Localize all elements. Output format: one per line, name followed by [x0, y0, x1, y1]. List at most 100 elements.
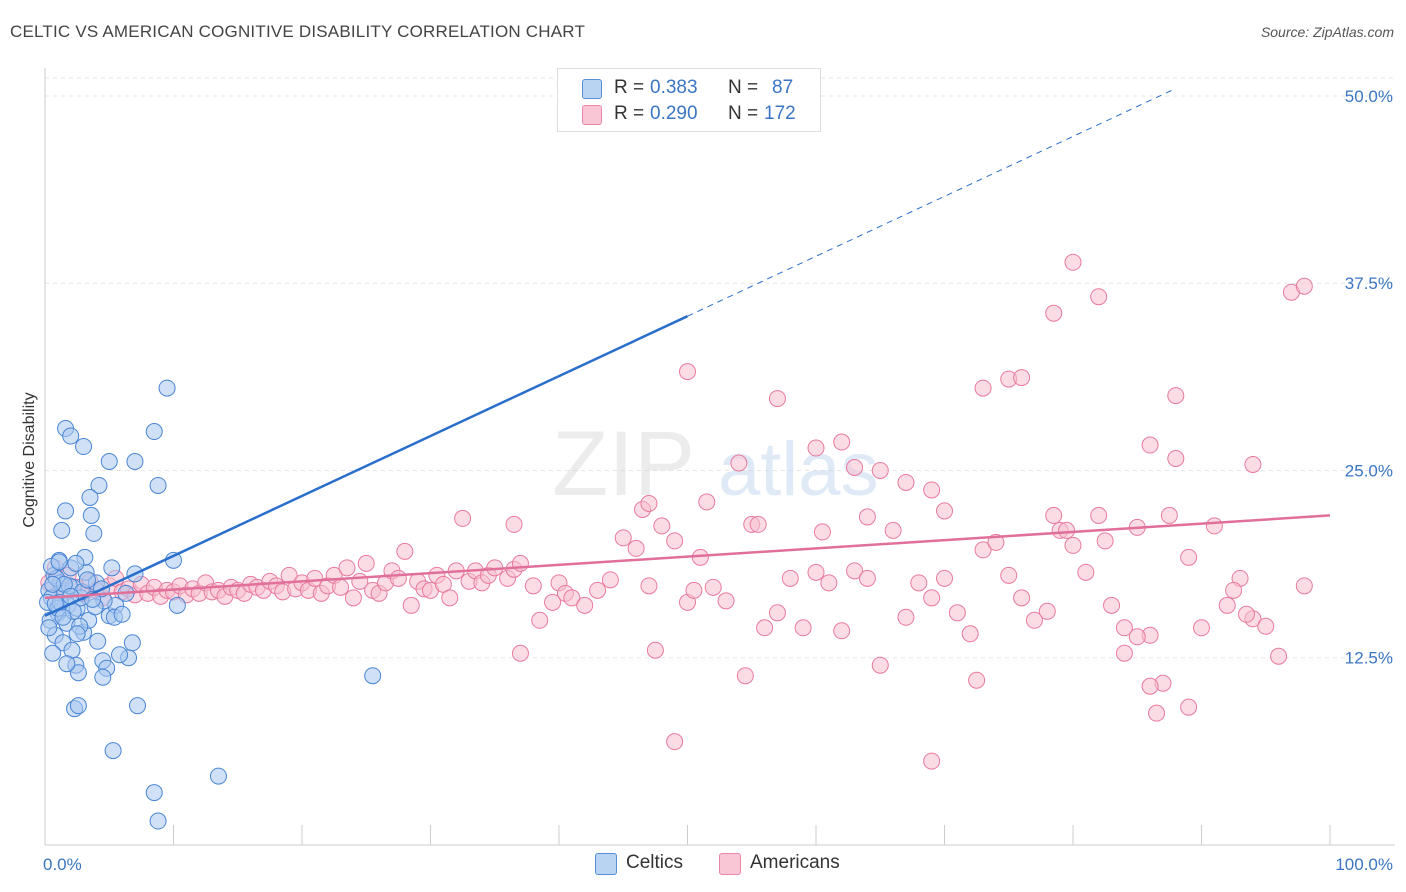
x-tick-label-max: 100.0%: [1335, 855, 1393, 874]
celtics-point: [149, 476, 167, 494]
y-tick-label: 37.5%: [1345, 274, 1393, 293]
legend-celtics-r-label: R =: [614, 77, 645, 98]
americans-point: [820, 574, 838, 592]
x-tick-label-min: 0.0%: [43, 855, 82, 874]
americans-point: [1193, 619, 1210, 637]
americans-point: [884, 521, 902, 539]
legend-box: R = 0.383 N = 87 R = 0.290 N = 172: [557, 68, 821, 132]
americans-point: [1045, 304, 1063, 322]
americans-trend-line: [44, 514, 1331, 600]
americans-point: [511, 554, 529, 572]
americans-point: [389, 569, 407, 587]
americans-point: [897, 608, 915, 626]
celtics-point: [364, 667, 382, 685]
americans-point: [332, 578, 350, 596]
americans-point: [736, 667, 754, 685]
chart-title: CELTIC VS AMERICAN COGNITIVE DISABILITY …: [10, 22, 586, 41]
celtics-point: [62, 427, 80, 445]
celtics-swatch: [582, 79, 602, 99]
celtics-point: [90, 476, 108, 494]
americans-point: [614, 529, 632, 547]
americans-point: [1180, 548, 1198, 566]
americans-point: [601, 571, 619, 589]
celtics-point: [100, 453, 118, 470]
y-tick-label: 25.0%: [1345, 461, 1393, 480]
celtics-point: [111, 646, 129, 664]
americans-point: [1295, 277, 1313, 295]
celtics-point: [123, 634, 141, 652]
americans-point: [1000, 566, 1018, 584]
americans-point: [1218, 596, 1236, 614]
americans-point: [1064, 536, 1082, 554]
americans-point: [640, 494, 658, 512]
americans-point: [1141, 436, 1159, 454]
americans-point: [666, 532, 684, 550]
americans-point: [923, 752, 941, 770]
grid-lines: [45, 77, 1395, 659]
americans-point: [897, 473, 915, 491]
americans-point: [698, 493, 716, 511]
americans-point: [936, 502, 953, 520]
americans-point: [807, 439, 825, 457]
celtics-trend-extension: [687, 88, 1177, 317]
celtics-point: [82, 506, 100, 524]
celtics-legend-swatch: [595, 853, 617, 875]
americans-point: [679, 363, 696, 381]
americans-point: [833, 622, 851, 640]
celtics-point: [44, 575, 62, 593]
americans-point: [402, 596, 420, 614]
americans-point: [768, 604, 786, 622]
americans-point: [1013, 589, 1031, 607]
axes: [44, 68, 1395, 846]
americans-point: [1160, 506, 1178, 524]
legend-celtics-r-value: 0.383: [650, 77, 698, 98]
americans-point: [685, 581, 703, 599]
celtics-point: [168, 596, 186, 614]
americans-point: [338, 559, 356, 577]
legend-americans-n-label: N =: [728, 103, 759, 124]
americans-swatch: [582, 105, 602, 125]
americans-point: [846, 562, 864, 580]
americans-point: [1225, 581, 1243, 599]
americans-point: [871, 461, 889, 479]
americans-point: [704, 578, 722, 596]
americans-point: [936, 569, 953, 587]
americans-point: [1115, 619, 1133, 637]
celtics-points: [39, 379, 382, 830]
americans-point: [910, 574, 928, 592]
americans-point: [923, 481, 941, 499]
celtics-legend-label: Celtics: [626, 852, 684, 873]
americans-point: [1128, 628, 1146, 646]
americans-point: [923, 589, 941, 607]
americans-point: [511, 644, 529, 662]
celtics-point: [209, 767, 227, 785]
americans-point: [948, 604, 966, 622]
americans-legend-swatch: [719, 853, 741, 875]
celtics-point: [50, 553, 68, 571]
americans-point: [531, 611, 549, 629]
celtics-point: [75, 438, 93, 456]
celtics-point: [103, 559, 121, 577]
americans-point: [1115, 644, 1133, 662]
americans-point: [640, 577, 658, 595]
celtics-point: [69, 697, 87, 715]
americans-point: [1077, 563, 1095, 581]
americans-point: [1270, 647, 1288, 665]
americans-point: [717, 592, 735, 610]
americans-point: [1090, 506, 1108, 524]
americans-point: [1237, 605, 1255, 623]
celtics-point: [89, 632, 107, 650]
americans-point: [813, 523, 831, 541]
americans-point: [589, 581, 607, 599]
americans-point: [576, 596, 594, 614]
americans-point: [1141, 677, 1159, 695]
americans-point: [1295, 577, 1313, 595]
americans-point: [1167, 387, 1185, 405]
source-label: Source: ZipAtlas.com: [1260, 24, 1394, 40]
americans-point: [974, 541, 992, 559]
americans-point: [454, 509, 472, 527]
americans-point: [357, 554, 375, 572]
americans-point: [807, 563, 825, 581]
americans-point: [794, 619, 812, 637]
